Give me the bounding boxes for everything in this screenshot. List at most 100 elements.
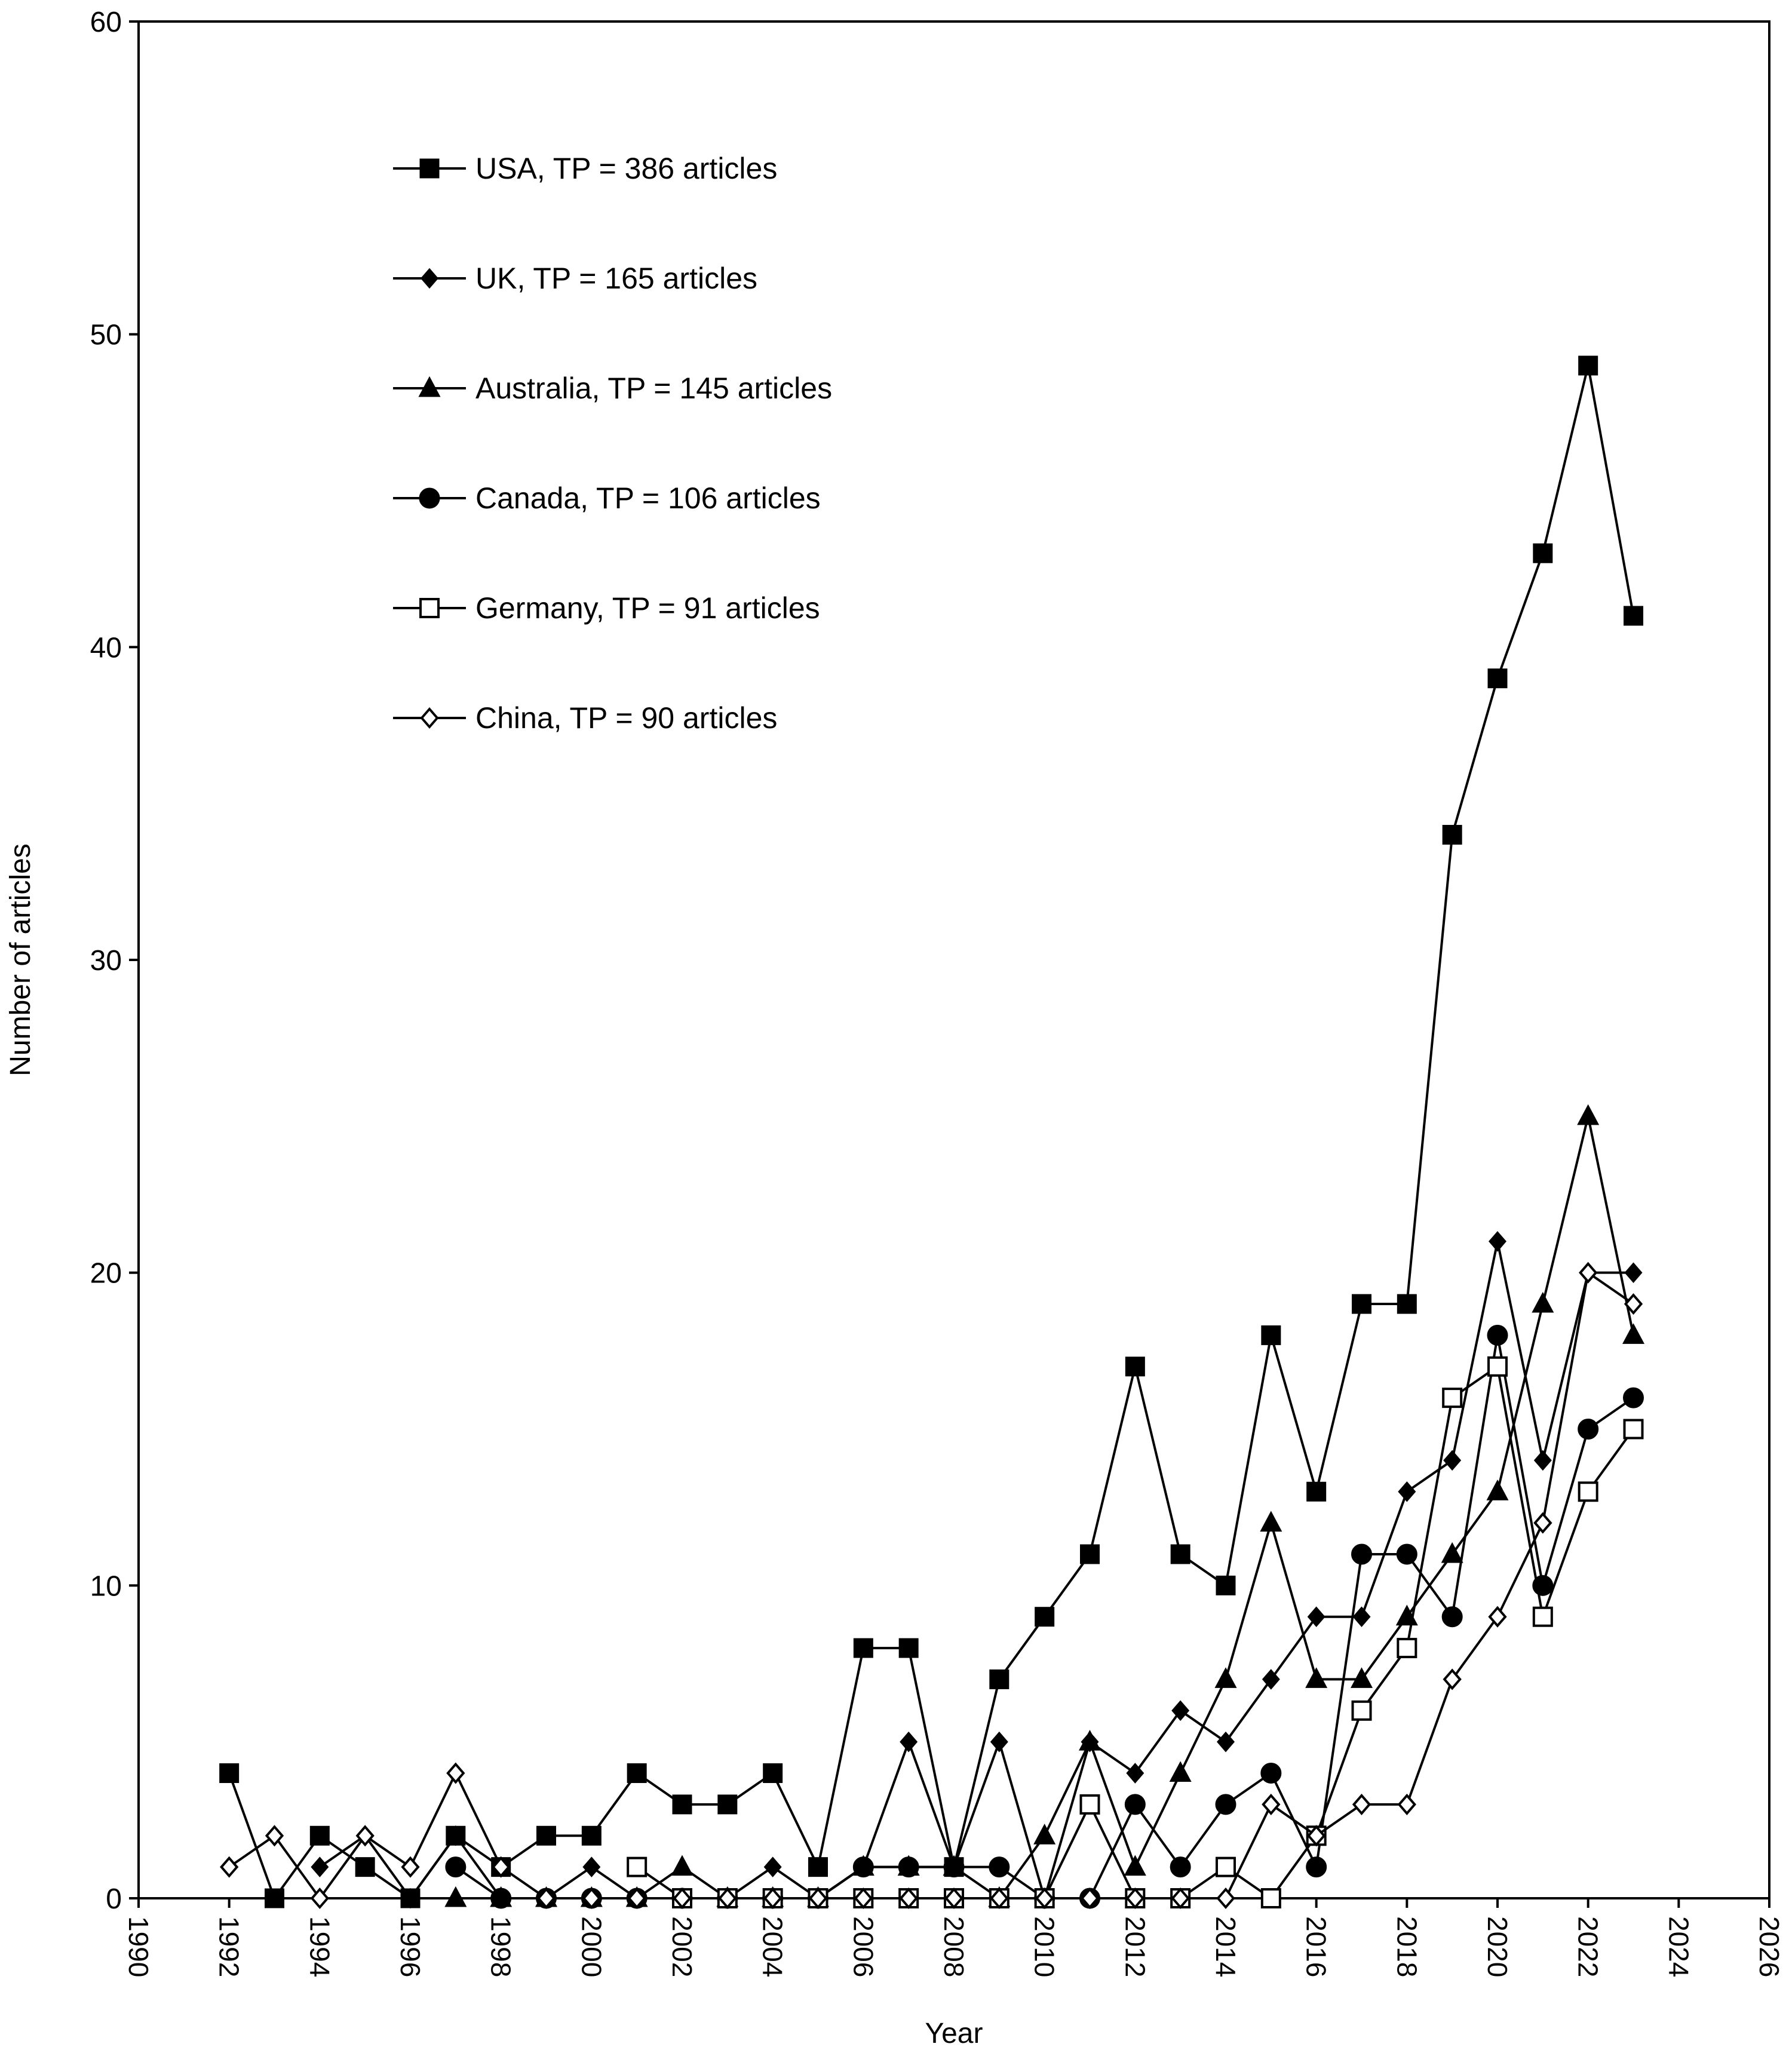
data-point <box>1306 1856 1327 1878</box>
data-point <box>899 1887 918 1910</box>
data-point <box>1533 1450 1552 1471</box>
data-point <box>808 1857 828 1877</box>
data-point <box>1216 1887 1235 1910</box>
data-point <box>763 1763 783 1784</box>
data-point <box>1125 1357 1145 1377</box>
y-axis: 0 10 20 30 40 50 60 <box>90 7 139 1915</box>
data-point <box>1035 1607 1055 1627</box>
legend-label: China, TP = 90 articles <box>475 701 777 735</box>
data-point <box>1260 1888 1281 1908</box>
legend-item: Germany, TP = 91 articles <box>393 591 820 625</box>
data-point <box>627 1887 646 1910</box>
data-point <box>1080 1544 1100 1564</box>
x-tick-label: 1996 <box>395 1916 426 1977</box>
data-point <box>1035 1887 1054 1910</box>
data-point <box>446 1762 465 1784</box>
data-point <box>1215 1794 1236 1815</box>
data-point <box>1126 1763 1144 1784</box>
data-point <box>1260 1511 1282 1532</box>
y-tick-label: 60 <box>90 7 122 38</box>
y-tick-label: 10 <box>90 1570 122 1602</box>
data-point <box>808 1887 828 1910</box>
data-point <box>401 1888 419 1909</box>
legend-label: UK, TP = 165 articles <box>475 262 757 295</box>
data-point <box>444 1886 467 1907</box>
data-point <box>1489 1231 1506 1252</box>
legend-label: Australia, TP = 145 articles <box>475 372 832 405</box>
legend-marker <box>419 487 440 509</box>
data-point <box>1261 1325 1281 1345</box>
data-point <box>355 1825 375 1847</box>
data-point <box>581 1825 602 1846</box>
data-point <box>898 1638 919 1658</box>
data-point <box>1442 825 1462 845</box>
data-point <box>1397 1793 1416 1815</box>
legend-marker <box>419 158 440 179</box>
data-point <box>310 1887 329 1910</box>
data-point <box>1216 1575 1236 1595</box>
data-point <box>1622 1323 1644 1344</box>
data-point <box>1260 1763 1282 1784</box>
data-point <box>1443 1450 1462 1471</box>
x-tick-label: 2006 <box>848 1916 879 1977</box>
data-point <box>1533 1512 1552 1534</box>
x-tick-label: 2016 <box>1301 1916 1332 1977</box>
y-axis-label: Number of articles <box>5 843 36 1076</box>
data-point <box>944 1887 963 1910</box>
data-point <box>627 1856 648 1877</box>
data-point <box>1442 1388 1463 1408</box>
data-point <box>1578 1481 1598 1502</box>
data-point <box>1443 1668 1462 1690</box>
data-point <box>265 1888 284 1908</box>
x-tick-label: 2000 <box>576 1916 607 1977</box>
data-point <box>1578 355 1598 376</box>
data-point <box>1080 1887 1100 1910</box>
data-point <box>1487 1324 1508 1346</box>
data-point <box>265 1825 284 1847</box>
data-point <box>1351 1543 1372 1565</box>
data-point <box>490 1888 512 1909</box>
x-tick-label: 2002 <box>667 1916 698 1977</box>
series-5 <box>220 1262 1643 1910</box>
x-tick-label: 2024 <box>1663 1916 1694 1977</box>
data-point <box>1262 1793 1281 1815</box>
legend-label: Canada, TP = 106 articles <box>475 481 821 515</box>
data-point <box>1125 1887 1144 1910</box>
data-point <box>853 1638 873 1658</box>
x-tick-label: 2004 <box>757 1916 788 1977</box>
legend-item: Canada, TP = 106 articles <box>393 481 821 515</box>
x-tick-label: 2026 <box>1754 1916 1785 1977</box>
data-point <box>671 1855 694 1876</box>
data-point <box>1352 1606 1371 1627</box>
data-point <box>1441 1606 1463 1628</box>
y-tick-label: 20 <box>90 1258 122 1290</box>
data-point <box>1306 1481 1327 1502</box>
data-point <box>219 1763 240 1784</box>
legend-label: Germany, TP = 91 articles <box>475 591 820 625</box>
data-point <box>1217 1731 1235 1753</box>
y-tick-label: 30 <box>90 945 122 977</box>
data-point <box>1352 1294 1371 1314</box>
y-tick-label: 40 <box>90 632 122 664</box>
x-tick-label: 2012 <box>1119 1916 1150 1977</box>
data-point <box>1079 1794 1100 1815</box>
data-point <box>1623 1419 1644 1440</box>
legend-marker <box>419 598 440 618</box>
data-point <box>1124 1794 1146 1815</box>
data-point <box>1351 1700 1372 1721</box>
legend-item: China, TP = 90 articles <box>393 701 777 735</box>
data-point <box>1488 1606 1507 1628</box>
data-point <box>1532 1291 1554 1313</box>
data-point <box>1486 1480 1509 1500</box>
y-tick-label: 0 <box>106 1883 122 1915</box>
data-point <box>401 1856 420 1878</box>
data-point <box>445 1856 467 1878</box>
data-point <box>1578 1419 1599 1440</box>
data-point <box>1398 1481 1416 1502</box>
series-line <box>319 1240 1634 1899</box>
data-point <box>309 1825 330 1846</box>
data-point <box>1214 1667 1237 1688</box>
data-point <box>1624 606 1643 626</box>
legend-marker <box>421 268 438 289</box>
x-axis: 1990 1992 1994 1996 1998 2000 2002 2004 2006 2008… <box>123 1898 1785 1977</box>
